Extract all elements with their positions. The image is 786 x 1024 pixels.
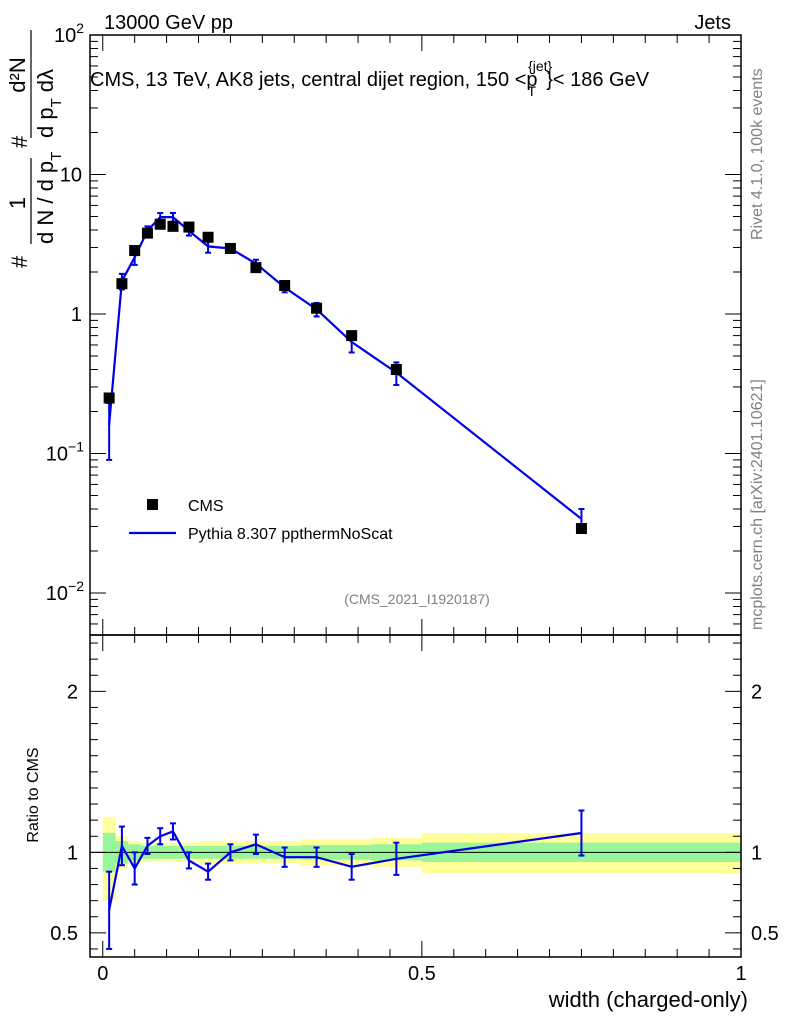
main-ylabel-hash-right: #: [7, 135, 32, 148]
main-title-sub: T: [528, 83, 537, 99]
cms-data-point: [183, 221, 195, 233]
ratio-xlabel: width (charged-only): [548, 987, 748, 1012]
main-title-sup: {jet}: [528, 58, 552, 74]
cms-data-point: [390, 364, 402, 376]
main-ytick-label: 1: [71, 304, 82, 326]
cms-data-point: [311, 302, 323, 314]
cms-data-point: [141, 227, 153, 239]
legend: CMS Pythia 8.307 ppthermNoScat: [129, 498, 393, 543]
main-ytick-base: 10: [46, 583, 68, 605]
main-title-p: p: [526, 69, 537, 91]
cms-data-point: [154, 218, 166, 230]
main-ytick-exp: −2: [68, 578, 84, 594]
main-ytick-label: 10−1: [46, 439, 84, 466]
cms-data-point: [116, 278, 128, 290]
cms-data-point: [250, 262, 262, 274]
main-ylabel-left-num: 1: [5, 197, 30, 209]
cms-data-point: [167, 220, 179, 232]
cms-data-point: [103, 392, 115, 404]
main-ytick-exp: 2: [76, 20, 84, 36]
cms-data-point: [224, 242, 236, 254]
main-ytick-exp: −1: [68, 439, 84, 455]
ratio-ytick-label-left: 2: [67, 681, 78, 703]
mcplots-label: mcplots.cern.ch [arXiv:2401.10621]: [749, 379, 766, 630]
ratio-ylabel: Ratio to CMS: [25, 747, 42, 842]
header-left: 13000 GeV pp: [104, 12, 233, 34]
cms-data-point: [279, 280, 291, 292]
ratio-xtick-label: 1: [735, 963, 746, 985]
main-ylabel-right-den-main: d p: [33, 107, 58, 138]
header-right: Jets: [694, 12, 731, 34]
ratio-ytick-label-left: 0.5: [50, 923, 78, 945]
main-ylabel-left-den-sub: T: [48, 152, 65, 161]
main-ylabel-left-den-main: d N / d p: [33, 161, 58, 244]
ratio-ytick-label-left: 1: [67, 842, 78, 864]
cms-data-point: [202, 231, 214, 243]
ratio-xtick-label: 0: [97, 963, 108, 985]
ratio-ytick-label-right: 1: [751, 842, 762, 864]
rivet-version-label: Rivet 4.1.0, 100k events: [749, 68, 766, 240]
ratio-ytick-label-right: 0.5: [751, 923, 779, 945]
ratio-plot-frame: [89, 634, 742, 958]
main-title-before: CMS, 13 TeV, AK8 jets, central dijet reg…: [90, 69, 526, 91]
mc-line: [108, 216, 583, 520]
analysis-id: (CMS_2021_I1920187): [344, 591, 490, 607]
cms-data-point: [346, 330, 358, 342]
main-title-after: }< 186 GeV: [546, 69, 650, 91]
main-ytick-base: 10: [54, 25, 76, 47]
main-ytick-base: 10: [46, 444, 68, 466]
main-title: CMS, 13 TeV, AK8 jets, central dijet reg…: [90, 58, 650, 99]
main-plot-frame: [89, 34, 742, 636]
main-ytick-base: 1: [71, 304, 82, 326]
cms-data-point: [129, 245, 141, 257]
main-ytick-label: 102: [54, 20, 84, 47]
main-ylabel-right-den-tail: dλ: [33, 69, 58, 92]
legend-label-pythia: Pythia 8.307 ppthermNoScat: [188, 526, 393, 543]
main-ylabel-left-den: d N / d pT: [33, 152, 65, 244]
main-ytick-label: 10: [60, 165, 82, 187]
main-ylabel-right-den: d pTdλ: [33, 69, 65, 138]
main-ylabel-right-den-sub: T: [48, 98, 65, 107]
main-ytick-base: 10: [60, 165, 82, 187]
legend-marker-cms: [147, 499, 158, 510]
legend-label-cms: CMS: [188, 498, 224, 515]
main-ylabel-hash-left: #: [7, 255, 32, 268]
ratio-ytick-label-right: 2: [751, 681, 762, 703]
cms-data-point: [575, 523, 587, 535]
main-ylabel: # 1 d N / d pT # d²N d pTdλ: [5, 30, 65, 268]
ratio-xtick-label: 0.5: [408, 963, 436, 985]
main-ylabel-right-num: d²N: [5, 57, 30, 92]
main-ytick-label: 10−2: [46, 578, 84, 605]
